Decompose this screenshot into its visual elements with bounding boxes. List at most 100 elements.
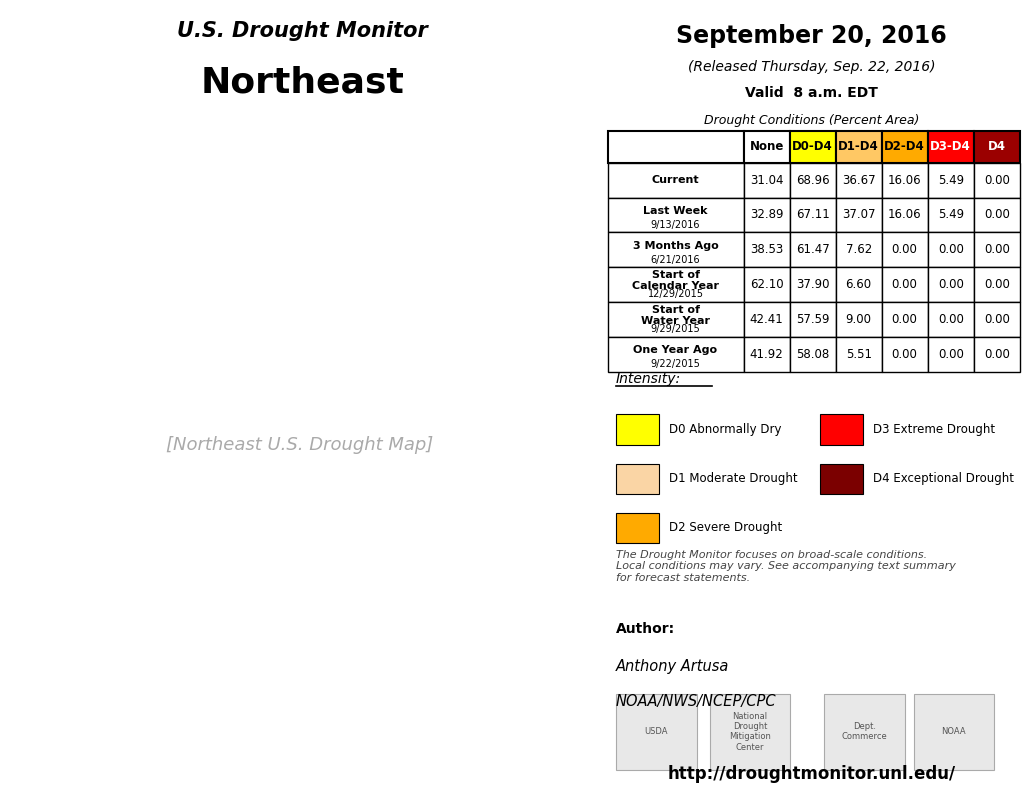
Bar	[743, 233, 790, 267]
Bar	[743, 337, 790, 372]
Text: 0.00: 0.00	[892, 244, 918, 256]
Text: 58.08: 58.08	[796, 348, 829, 361]
Bar	[882, 302, 928, 337]
Bar	[836, 267, 882, 302]
Bar	[974, 198, 1020, 233]
Bar	[836, 337, 882, 372]
Text: One Year Ago: One Year Ago	[634, 345, 718, 355]
Text: 5.51: 5.51	[846, 348, 871, 361]
Text: 62.10: 62.10	[750, 278, 783, 291]
Bar	[974, 267, 1020, 302]
Text: 57.59: 57.59	[796, 313, 829, 326]
Text: 0.00: 0.00	[938, 348, 964, 361]
Text: D1 Moderate Drought: D1 Moderate Drought	[669, 472, 798, 485]
Bar	[743, 302, 790, 337]
Bar	[836, 302, 882, 337]
Text: 12/29/2015: 12/29/2015	[647, 290, 703, 300]
Text: NOAA/NWS/NCEP/CPC: NOAA/NWS/NCEP/CPC	[616, 694, 776, 709]
Text: 32.89: 32.89	[750, 209, 783, 221]
Bar	[974, 163, 1020, 198]
Text: D0-D4: D0-D4	[793, 140, 833, 153]
Bar	[607, 163, 743, 198]
Text: 16.06: 16.06	[888, 209, 922, 221]
Bar	[743, 163, 790, 198]
Text: 0.00: 0.00	[984, 209, 1010, 221]
Text: None: None	[750, 140, 783, 153]
Text: 3 Months Ago: 3 Months Ago	[633, 240, 719, 251]
Bar	[607, 302, 743, 337]
Text: 31.04: 31.04	[750, 173, 783, 187]
Text: 9/22/2015: 9/22/2015	[650, 359, 700, 369]
Bar	[820, 464, 862, 494]
Text: (Released Thursday, Sep. 22, 2016): (Released Thursday, Sep. 22, 2016)	[688, 60, 935, 74]
Bar	[882, 198, 928, 233]
Bar	[928, 198, 974, 233]
Text: 37.90: 37.90	[796, 278, 829, 291]
Bar	[616, 414, 658, 445]
Text: NOAA: NOAA	[942, 727, 967, 736]
Text: The Drought Monitor focuses on broad-scale conditions.
Local conditions may vary: The Drought Monitor focuses on broad-sca…	[616, 550, 956, 583]
Text: Author:: Author:	[616, 622, 675, 636]
Bar	[790, 131, 836, 163]
Text: U.S. Drought Monitor: U.S. Drought Monitor	[177, 21, 427, 40]
Bar	[607, 267, 743, 302]
Bar	[790, 302, 836, 337]
Bar	[836, 233, 882, 267]
Text: http://droughtmonitor.unl.edu/: http://droughtmonitor.unl.edu/	[668, 765, 955, 782]
Text: 16.06: 16.06	[888, 173, 922, 187]
Text: D4 Exceptional Drought: D4 Exceptional Drought	[873, 472, 1014, 485]
Bar	[882, 163, 928, 198]
Bar	[928, 163, 974, 198]
Text: 7.62: 7.62	[846, 244, 871, 256]
Bar	[743, 267, 790, 302]
Bar	[607, 198, 743, 233]
Text: 0.00: 0.00	[892, 348, 918, 361]
Bar	[928, 233, 974, 267]
Text: D1-D4: D1-D4	[839, 140, 879, 153]
Bar	[913, 694, 994, 770]
Bar	[616, 513, 658, 543]
Text: 5.49: 5.49	[938, 209, 964, 221]
Text: 9/29/2015: 9/29/2015	[650, 324, 700, 335]
Bar	[974, 233, 1020, 267]
Text: 37.07: 37.07	[842, 209, 876, 221]
Text: D2-D4: D2-D4	[885, 140, 925, 153]
Text: 6.60: 6.60	[846, 278, 871, 291]
Bar	[836, 131, 882, 163]
Bar	[790, 163, 836, 198]
Bar	[607, 131, 743, 163]
Bar	[743, 131, 790, 163]
Text: 0.00: 0.00	[984, 313, 1010, 326]
Text: Dept.
Commerce: Dept. Commerce	[842, 722, 888, 741]
Text: 42.41: 42.41	[750, 313, 783, 326]
Bar	[616, 694, 696, 770]
Text: Last Week: Last Week	[643, 206, 708, 216]
Text: D3-D4: D3-D4	[931, 140, 971, 153]
Bar	[928, 131, 974, 163]
Bar	[836, 198, 882, 233]
Bar	[790, 337, 836, 372]
Bar	[882, 233, 928, 267]
Text: September 20, 2016: September 20, 2016	[676, 24, 947, 47]
Bar	[607, 233, 743, 267]
Bar	[824, 694, 905, 770]
Text: 0.00: 0.00	[938, 278, 964, 291]
Text: 0.00: 0.00	[984, 278, 1010, 291]
Text: Anthony Artusa: Anthony Artusa	[616, 660, 729, 674]
Text: 61.47: 61.47	[796, 244, 829, 256]
Text: National
Drought
Mitigation
Center: National Drought Mitigation Center	[729, 712, 771, 751]
Text: D3 Extreme Drought: D3 Extreme Drought	[873, 423, 995, 436]
Text: Valid  8 a.m. EDT: Valid 8 a.m. EDT	[745, 86, 878, 100]
Text: 0.00: 0.00	[984, 244, 1010, 256]
Bar	[882, 267, 928, 302]
Text: Current: Current	[651, 175, 699, 185]
Text: 67.11: 67.11	[796, 209, 829, 221]
Text: Start of
Calendar Year: Start of Calendar Year	[632, 270, 719, 291]
Text: 6/21/2016: 6/21/2016	[650, 255, 700, 264]
Bar	[790, 198, 836, 233]
Bar	[790, 233, 836, 267]
Text: D4: D4	[988, 140, 1006, 153]
Bar	[928, 267, 974, 302]
Bar	[790, 267, 836, 302]
Bar	[836, 163, 882, 198]
